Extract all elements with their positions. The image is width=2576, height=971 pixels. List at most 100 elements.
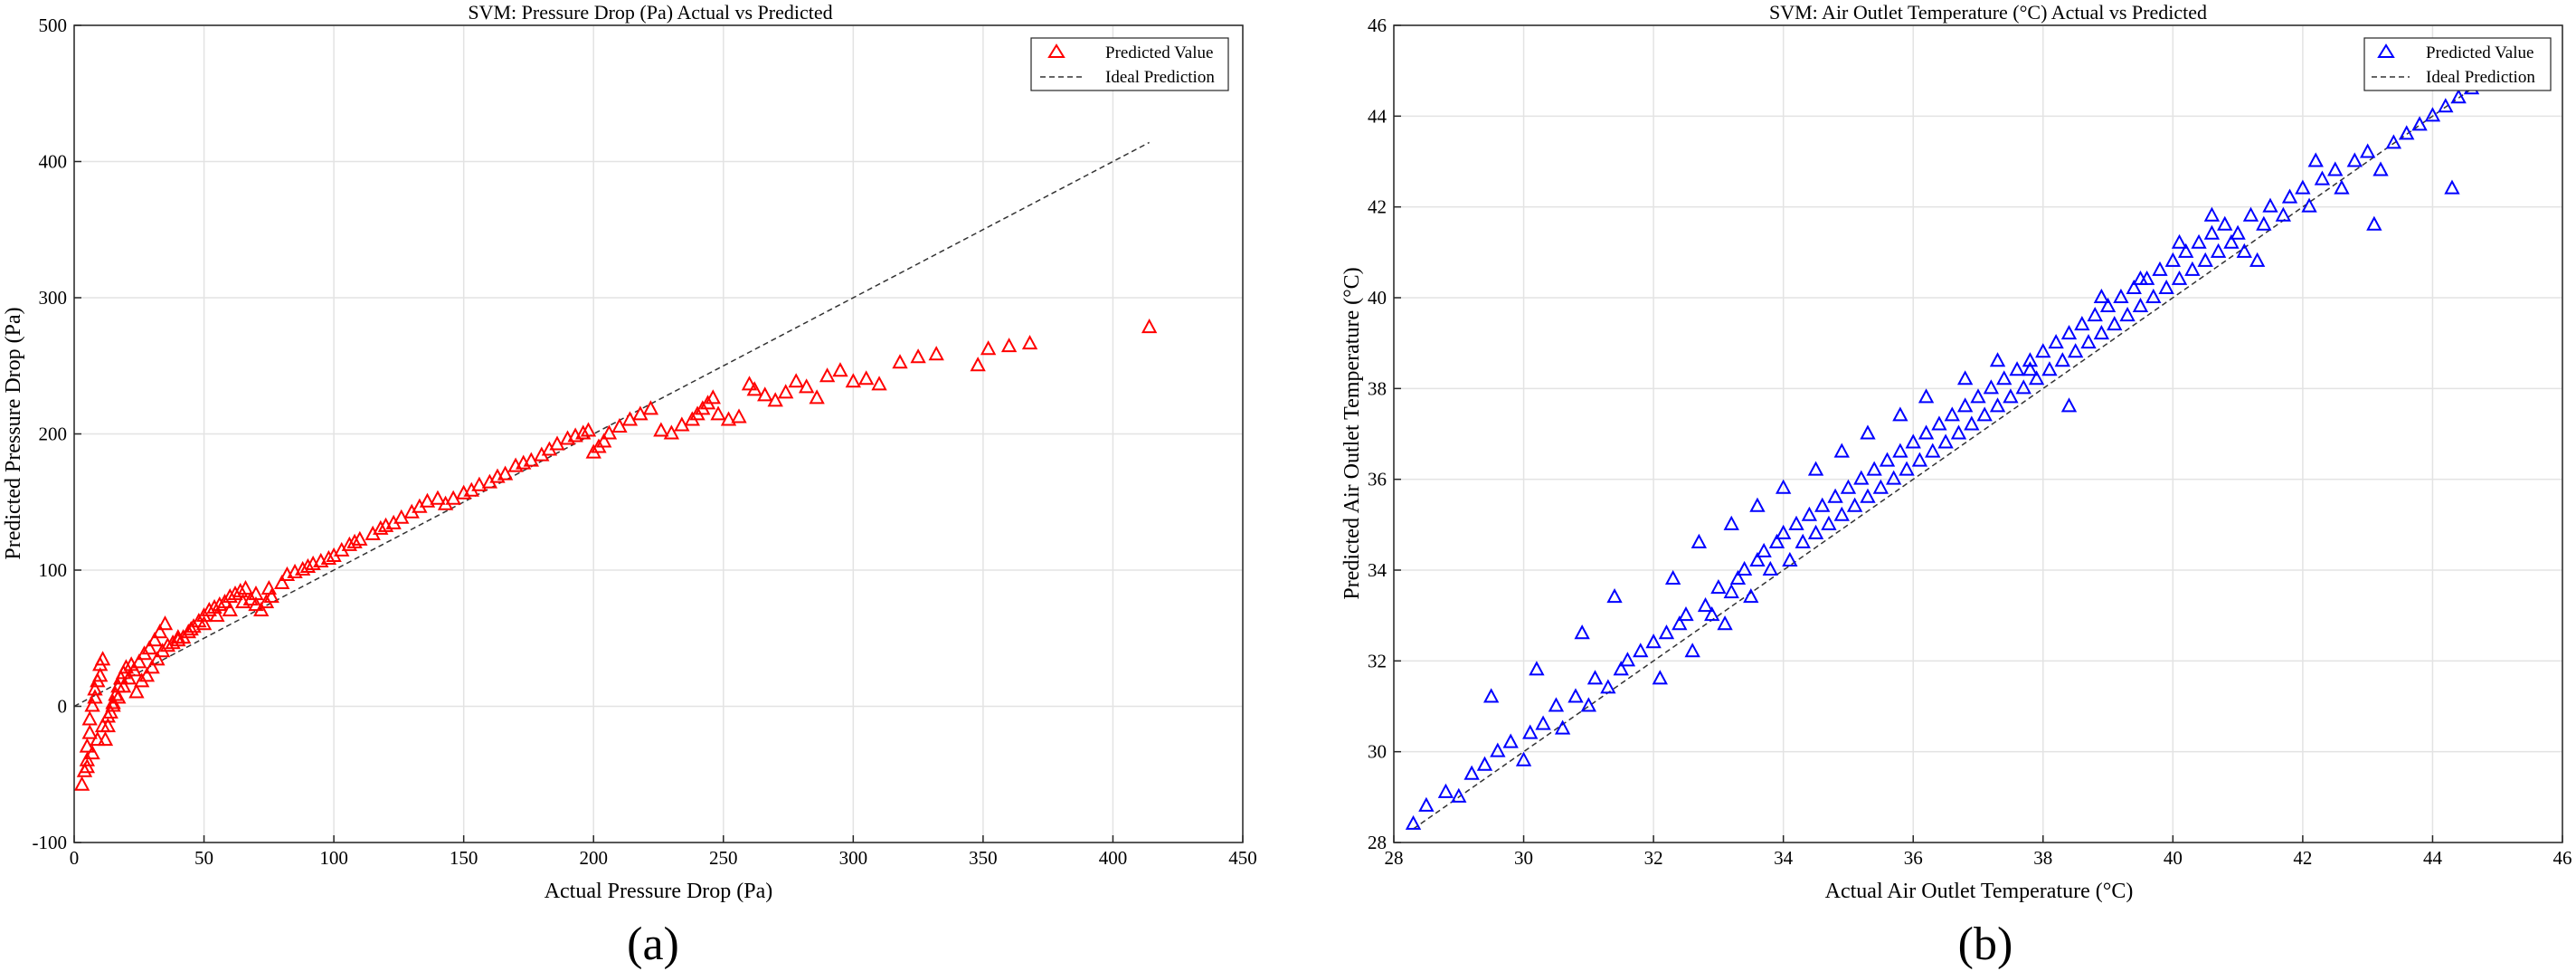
- data-point: [2015, 379, 2031, 395]
- data-point: [1989, 397, 2006, 413]
- data-point: [741, 376, 758, 391]
- data-point: [147, 632, 163, 647]
- data-point: [2438, 98, 2454, 113]
- data-point: [2093, 325, 2110, 340]
- y-tick-label: 32: [1368, 650, 1387, 671]
- tick-layer: 0 50 100 150 200 250 300 350 400 450-100010020030…: [33, 14, 1257, 869]
- data-point: [1840, 479, 1857, 494]
- data-point: [1899, 461, 1915, 476]
- y-tick-label: 400: [39, 151, 68, 173]
- data-point: [1586, 670, 1604, 685]
- plot-frame: [1393, 24, 2563, 843]
- data-point: [2301, 197, 2317, 213]
- x-tick-label: 0: [70, 847, 80, 869]
- data-point: [871, 376, 887, 391]
- data-point: [663, 424, 680, 440]
- data-point: [1141, 319, 1158, 334]
- data-point: [170, 629, 186, 644]
- data-point: [1717, 615, 1733, 631]
- data-point: [2444, 179, 2460, 195]
- data-point: [445, 490, 461, 505]
- data-point: [1814, 497, 1831, 512]
- data-point: [2346, 152, 2363, 167]
- ideal-prediction-line: [73, 141, 1150, 708]
- data-point: [2067, 343, 2084, 358]
- data-point: [1554, 719, 1571, 735]
- data-point: [2093, 288, 2110, 303]
- data-point: [120, 670, 137, 685]
- x-tick-label: 300: [839, 847, 868, 869]
- data-point: [757, 386, 773, 402]
- data-point: [1937, 433, 1954, 449]
- data-point: [1658, 624, 1675, 640]
- data-point: [2074, 315, 2090, 331]
- x-tick-label: 32: [1644, 847, 1663, 869]
- data-point: [1989, 352, 2006, 367]
- data-point: [79, 751, 96, 766]
- data-point: [788, 373, 804, 388]
- data-point: [2054, 352, 2070, 367]
- legend: Predicted Value Ideal Prediction: [2363, 37, 2552, 91]
- y-tick-label: 200: [39, 424, 68, 445]
- data-point: [2191, 233, 2207, 249]
- y-tick-label: 42: [1368, 196, 1387, 218]
- data-point: [970, 357, 986, 372]
- data-point: [2366, 215, 2382, 231]
- data-point: [1529, 661, 1545, 676]
- data-point: [1775, 524, 1792, 539]
- data-point: [575, 424, 592, 440]
- data-point: [611, 417, 628, 433]
- data-point: [1905, 433, 1921, 449]
- data-point: [2359, 143, 2376, 158]
- data-point: [131, 653, 147, 669]
- data-point: [2295, 179, 2311, 195]
- data-layer: [1405, 80, 2480, 830]
- data-point: [1619, 652, 1636, 667]
- data-point: [1749, 551, 1766, 566]
- data-point: [92, 667, 109, 682]
- data-point: [1795, 533, 1811, 548]
- data-point: [81, 724, 98, 739]
- data-point: [2048, 334, 2064, 349]
- y-tick-label: 34: [1368, 559, 1387, 581]
- y-axis-label: Predicted Pressure Drop (Pa): [2, 307, 25, 559]
- chart-panel-b: SVM: Air Outlet Temperature (°C) Actual …: [1340, 1, 2572, 970]
- data-layer: [73, 141, 1158, 791]
- data-point: [731, 408, 747, 424]
- y-tick-label: 30: [1368, 741, 1387, 763]
- data-point: [2230, 224, 2246, 240]
- data-point: [2236, 243, 2252, 258]
- y-axis-label: Predicted Air Outlet Temperature (°C): [1340, 267, 1364, 599]
- data-point: [419, 492, 436, 508]
- data-point: [138, 667, 156, 682]
- data-point: [1567, 688, 1584, 703]
- data-point: [845, 373, 862, 388]
- x-tick-label: 100: [319, 847, 348, 869]
- legend-label-predicted: Predicted Value: [1105, 43, 1213, 62]
- data-point: [195, 615, 213, 631]
- data-point: [108, 686, 124, 701]
- x-tick-label: 200: [579, 847, 608, 869]
- data-point: [260, 579, 278, 595]
- data-point: [1743, 587, 1759, 604]
- data-point: [1756, 542, 1772, 557]
- data-point: [642, 400, 659, 415]
- data-point: [2197, 252, 2213, 267]
- data-point: [1704, 606, 1720, 622]
- data-point: [2041, 361, 2058, 376]
- grid: [73, 24, 1244, 843]
- data-point: [523, 452, 539, 467]
- data-point: [222, 602, 238, 617]
- y-tick-label: 40: [1368, 287, 1387, 309]
- data-point: [79, 758, 96, 774]
- data-point: [2210, 243, 2227, 258]
- data-point: [1490, 742, 1506, 757]
- data-point: [1956, 370, 1974, 386]
- data-point: [237, 579, 254, 595]
- data-point: [746, 381, 762, 396]
- y-tick-label: 28: [1368, 832, 1387, 853]
- data-point: [2145, 288, 2162, 303]
- data-point: [1697, 597, 1714, 613]
- data-point: [2242, 206, 2259, 222]
- data-point: [2022, 352, 2039, 367]
